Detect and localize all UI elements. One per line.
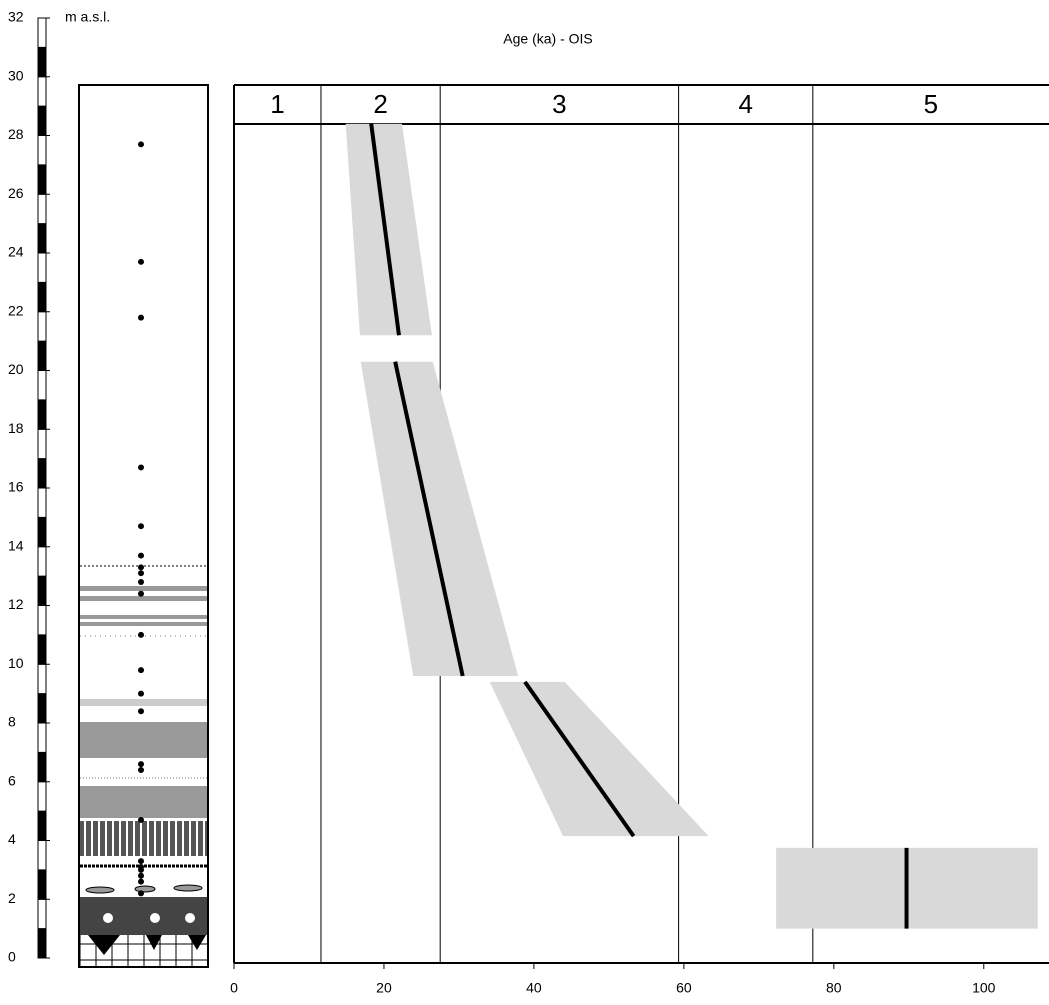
scale-bar-segment — [38, 899, 46, 928]
stage-label: 2 — [373, 89, 387, 119]
y-tick-label: 22 — [8, 302, 24, 318]
x-tick-label: 80 — [826, 980, 842, 996]
scale-bar-segment — [38, 341, 46, 370]
sample-point — [138, 667, 144, 673]
scale-bar-segment — [38, 694, 46, 723]
sample-point — [138, 564, 144, 570]
scale-bar-segment — [38, 870, 46, 899]
sample-point — [138, 523, 144, 529]
sample-point — [138, 873, 144, 879]
x-tick-label: 40 — [526, 980, 542, 996]
y-tick-label: 0 — [8, 949, 16, 965]
y-tick-label: 2 — [8, 890, 16, 906]
sample-point — [138, 632, 144, 638]
scale-bar-segment — [38, 312, 46, 341]
scale-bar-segment — [38, 400, 46, 429]
sample-point — [138, 259, 144, 265]
y-tick-label: 30 — [8, 67, 24, 83]
scale-bar-segment — [38, 929, 46, 958]
sample-point — [138, 570, 144, 576]
scale-bar-segment — [38, 165, 46, 194]
y-tick-label: 4 — [8, 831, 16, 847]
scale-bar-segment — [38, 18, 46, 47]
scale-bar-segment — [38, 811, 46, 840]
y-tick-label: 16 — [8, 479, 24, 495]
scale-bar-segment — [38, 841, 46, 870]
y-tick-label: 12 — [8, 596, 24, 612]
sample-point — [138, 141, 144, 147]
scale-bar-segment — [38, 606, 46, 635]
scale-bar-segment — [38, 488, 46, 517]
stage-label: 5 — [924, 89, 938, 119]
chart: m a.s.l. Age (ka) - OIS 0246810121416 — [0, 0, 1049, 1005]
y-tick-label: 6 — [8, 772, 16, 788]
chart-title: Age (ka) - OIS — [503, 31, 592, 47]
sample-point — [138, 767, 144, 773]
scale-bar-segment — [38, 371, 46, 400]
stage-label: 1 — [270, 89, 284, 119]
x-tick-label: 100 — [972, 980, 996, 996]
scale-bar-segment — [38, 194, 46, 223]
scale-bar-segment — [38, 253, 46, 282]
y-tick-label: 28 — [8, 126, 24, 142]
scale-bar-segment — [38, 664, 46, 693]
scale-bar-segment — [38, 752, 46, 781]
scale-bar-segment — [38, 224, 46, 253]
stage-label: 4 — [738, 89, 752, 119]
sample-point — [138, 579, 144, 585]
sample-point — [138, 890, 144, 896]
y-tick-label: 10 — [8, 655, 24, 671]
sample-point — [138, 708, 144, 714]
sample-point — [138, 867, 144, 873]
sample-point — [138, 591, 144, 597]
scale-bar-segment — [38, 635, 46, 664]
scale-bar-segment — [38, 782, 46, 811]
scale-bar-segment — [38, 723, 46, 752]
stage-label: 3 — [552, 89, 566, 119]
sample-point — [138, 315, 144, 321]
scale-bar-segment — [38, 517, 46, 546]
scale-bar-segment — [38, 282, 46, 311]
sample-point — [138, 761, 144, 767]
uncertainty-band — [346, 124, 432, 336]
x-tick-label: 60 — [676, 980, 692, 996]
scale-bar-segment — [38, 136, 46, 165]
sample-point — [138, 879, 144, 885]
scale-bar-segment — [38, 77, 46, 106]
y-tick-label: 18 — [8, 420, 24, 436]
y-tick-label: 20 — [8, 361, 24, 377]
x-tick-label: 0 — [230, 980, 238, 996]
scale-bar-segment — [38, 47, 46, 76]
y-axis-title: m a.s.l. — [65, 9, 110, 25]
scale-bar-segment — [38, 106, 46, 135]
x-tick-label: 20 — [376, 980, 392, 996]
sample-point — [138, 817, 144, 823]
y-tick-label: 32 — [8, 9, 24, 25]
sample-point — [138, 691, 144, 697]
y-tick-label: 14 — [8, 537, 24, 553]
scale-bar-segment — [38, 576, 46, 605]
sample-point — [138, 858, 144, 864]
scale-bar-segment — [38, 429, 46, 458]
uncertainty-band — [361, 362, 518, 676]
sample-point — [138, 464, 144, 470]
y-tick-label: 8 — [8, 714, 16, 730]
y-tick-label: 24 — [8, 244, 24, 260]
scale-bar-segment — [38, 459, 46, 488]
scale-bar-segment — [38, 547, 46, 576]
sample-point — [138, 553, 144, 559]
y-tick-label: 26 — [8, 185, 24, 201]
uncertainty-band — [490, 682, 709, 836]
